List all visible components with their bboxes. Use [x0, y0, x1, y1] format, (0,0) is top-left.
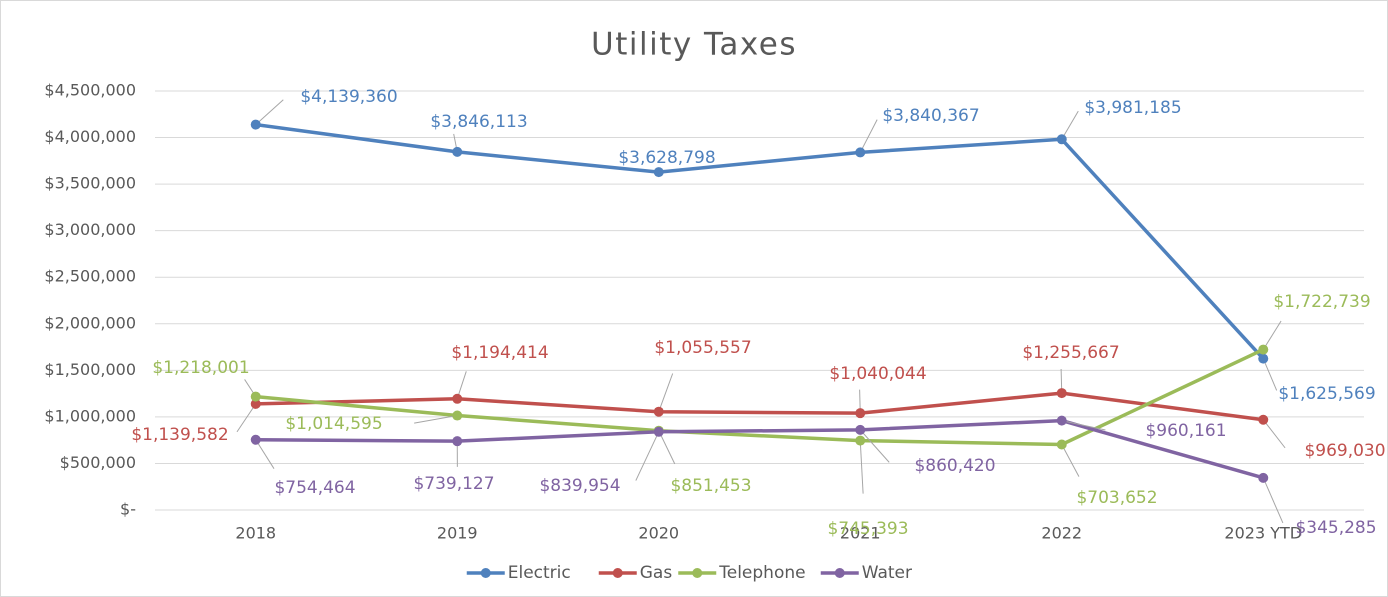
point: [855, 408, 866, 419]
point: [250, 434, 261, 445]
point: [250, 398, 261, 409]
y-tick-label: $1,000,000: [44, 406, 136, 425]
data-label: $1,194,414: [451, 343, 548, 363]
data-label: $1,139,582: [131, 425, 228, 445]
legend-label: Water: [862, 563, 912, 583]
point: [1056, 439, 1067, 450]
leader-line: [236, 403, 257, 433]
point: [250, 391, 261, 402]
leader-line: [635, 431, 660, 481]
data-label: $745,393: [827, 519, 908, 539]
legend-marker: [612, 568, 623, 578]
point: [452, 410, 463, 421]
leader-line: [859, 440, 864, 494]
leader-line: [1262, 358, 1278, 391]
data-label: $1,255,667: [1022, 343, 1119, 363]
leader-line: [1061, 444, 1080, 477]
point: [653, 167, 664, 178]
x-tick-label: 2021: [840, 524, 881, 543]
leader-line: [1061, 420, 1106, 431]
data-label: $3,840,367: [882, 106, 979, 126]
x-tick-label: 2022: [1041, 524, 1082, 543]
y-tick-label: $2,500,000: [44, 267, 136, 286]
point: [250, 119, 261, 130]
leader-line: [1061, 110, 1079, 140]
leader-line: [859, 429, 890, 463]
x-tick-label: 2023 YTD: [1224, 524, 1302, 543]
x-tick-label: 2019: [437, 524, 478, 543]
y-tick-label: $4,500,000: [44, 81, 136, 100]
leader-line: [414, 415, 458, 424]
data-label: $1,625,569: [1278, 384, 1375, 404]
y-tick-label: $2,000,000: [44, 313, 136, 332]
point: [1056, 134, 1067, 145]
data-label: $4,139,360: [300, 87, 397, 107]
point: [653, 426, 664, 437]
point: [1258, 353, 1269, 364]
x-tick-label: 2020: [638, 524, 679, 543]
data-label: $754,464: [274, 478, 355, 498]
data-label: $1,014,595: [285, 414, 382, 434]
data-label: $851,453: [670, 476, 751, 496]
legend-marker: [692, 568, 703, 578]
point: [1258, 414, 1269, 425]
point: [653, 406, 664, 417]
point: [855, 435, 866, 446]
leader-line: [859, 119, 878, 153]
leader-line: [255, 99, 284, 125]
leader-line: [658, 373, 674, 412]
legend-label: Electric: [508, 563, 571, 583]
data-label: $1,055,557: [654, 338, 751, 358]
legend-label: Gas: [640, 563, 673, 583]
y-tick-label: $-: [120, 500, 136, 519]
series-line: [255, 391, 1264, 422]
data-label: $839,954: [539, 476, 620, 496]
legend-marker: [834, 568, 845, 578]
leader-line: [255, 439, 275, 469]
data-label: $1,218,001: [152, 358, 249, 378]
data-label: $739,127: [413, 474, 494, 494]
x-tick-label: 2018: [235, 524, 276, 543]
data-label: $1,722,739: [1273, 292, 1370, 312]
series-line: [255, 122, 1265, 360]
leader-line: [1262, 320, 1282, 350]
point: [1258, 344, 1269, 355]
leader-line: [658, 430, 676, 465]
point: [1056, 415, 1067, 426]
point: [1056, 388, 1067, 399]
data-label: $960,161: [1145, 421, 1226, 441]
data-label: $860,420: [914, 456, 995, 476]
point: [452, 393, 463, 404]
data-label: $3,846,113: [430, 112, 527, 132]
chart-title: Utility Taxes: [591, 27, 797, 63]
legend-label: Telephone: [718, 563, 805, 583]
data-label: $3,628,798: [618, 148, 715, 168]
point: [1258, 472, 1269, 483]
point: [452, 146, 463, 157]
y-tick-label: $3,000,000: [44, 220, 136, 239]
data-label: $3,981,185: [1084, 98, 1181, 118]
legend-marker: [480, 568, 491, 578]
data-label: $1,040,044: [829, 364, 926, 384]
y-tick-label: $3,500,000: [44, 174, 136, 193]
point: [855, 147, 866, 158]
series-line: [255, 418, 1264, 480]
leader-line: [1262, 419, 1286, 449]
y-tick-label: $1,500,000: [44, 360, 136, 379]
point: [452, 436, 463, 447]
point: [855, 424, 866, 435]
y-tick-label: $500,000: [60, 453, 136, 472]
y-tick-label: $4,000,000: [44, 127, 136, 146]
data-label: $345,285: [1295, 518, 1376, 538]
leader-line: [1262, 477, 1284, 524]
data-label: $703,652: [1076, 488, 1157, 508]
data-label: $969,030: [1304, 441, 1385, 461]
